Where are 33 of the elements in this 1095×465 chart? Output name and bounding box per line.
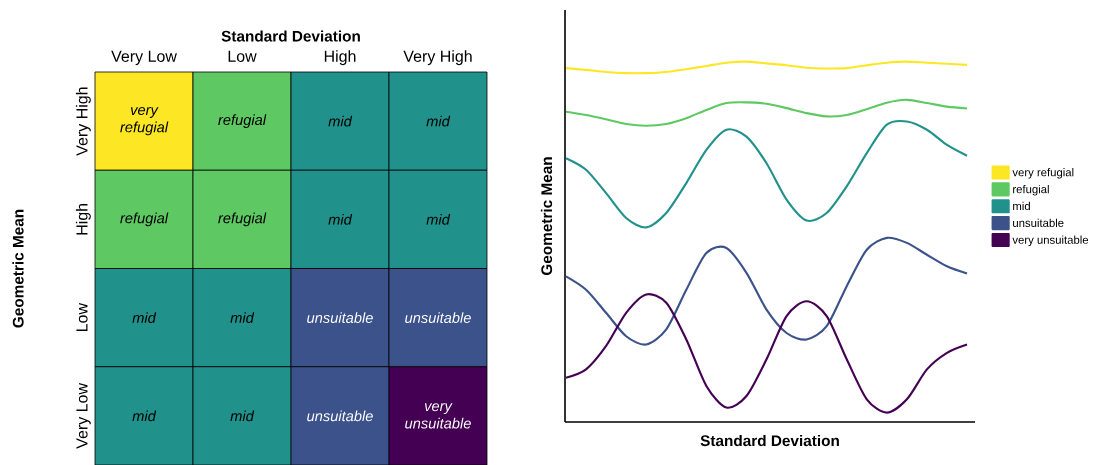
category-label: High [75,203,91,235]
text: mid [328,115,353,127]
text: refugial [218,212,267,227]
text: Geometric Mean [12,209,24,328]
category-label: Very High [75,87,91,156]
category-label: Low [228,50,257,62]
text: very unsuitable [405,403,471,429]
text: mid [426,115,451,127]
legend-label: refugial [1013,184,1049,196]
y-axis-title: Geometric Mean [540,157,553,276]
text: very refugial [120,107,169,136]
text: mid [230,410,255,422]
category-label: High [324,50,356,66]
text: mid [426,213,451,225]
legend-label: unsuitable [1013,218,1064,227]
text: refugial [120,212,169,227]
legend-label: mid [1013,201,1030,211]
x-axis-title: Standard Deviation [700,434,839,447]
legend-label: very unsuitable [1012,235,1089,247]
legend-label: very refugial [1012,168,1074,179]
category-label: Very High [403,50,472,66]
text: mid [132,410,157,422]
category-label: Very Low [111,50,177,66]
text: mid [132,312,157,324]
text: unsuitable [307,312,373,324]
category-label: Very Low [76,382,91,449]
category-label: Low [76,302,88,331]
text: refugial [218,114,267,128]
text: unsuitable [307,410,373,422]
text: mid [328,213,353,225]
text: unsuitable [405,312,471,324]
text: mid [230,312,255,324]
text: Standard Deviation [221,30,360,42]
